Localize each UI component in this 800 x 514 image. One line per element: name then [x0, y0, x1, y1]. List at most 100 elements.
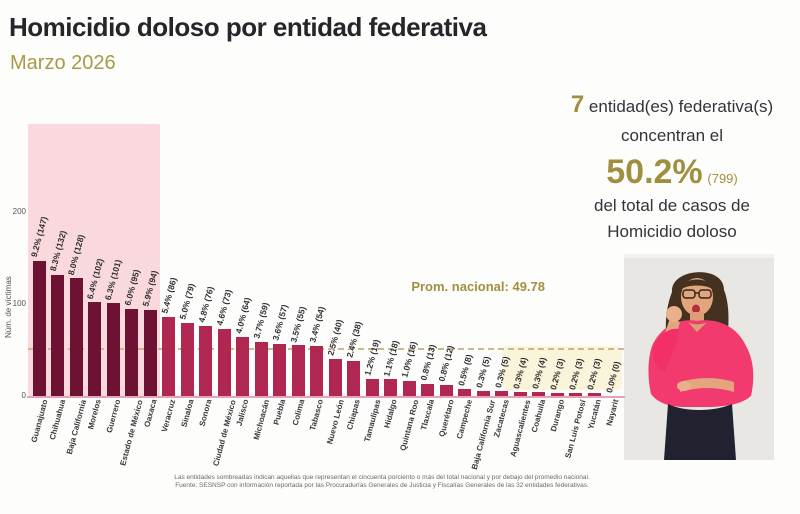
bar-value-label: 8.0% (128) [66, 233, 87, 276]
summary-line-1: 7 entidad(es) federativa(s) [546, 86, 798, 123]
bar-column: 0.3% (5) [474, 124, 493, 396]
bar-value-label: 8.3% (132) [47, 229, 68, 273]
x-label-cell: Puebla [271, 398, 290, 481]
x-label-cell: Jalisco [234, 398, 253, 481]
y-tick-label: 200 [12, 207, 26, 216]
bar [236, 337, 250, 396]
glasses-icon [682, 289, 712, 299]
bar-value-label: 3.6% (57) [270, 303, 290, 342]
bar [402, 381, 416, 396]
bar-column: 5.0% (79) [178, 124, 197, 396]
bar-column: 0.2% (3) [567, 124, 586, 396]
bar [421, 384, 435, 396]
y-tick-label: 100 [12, 299, 26, 308]
bar-value-label: 5.4% (86) [159, 276, 179, 315]
x-axis-label: Quintana Roo [398, 398, 421, 452]
bar-column: 5.4% (86) [159, 124, 179, 396]
x-label-cell: Chiapas [345, 398, 364, 481]
summary-panel: 7 entidad(es) federativa(s) concentran e… [546, 86, 798, 246]
x-axis-label: Tlaxcala [419, 398, 437, 432]
x-label-cell: Coahuila [530, 398, 549, 481]
x-label-cell: Tamaulipas [362, 399, 382, 481]
x-label-cell: Veracruz [160, 398, 179, 481]
bar [217, 328, 231, 396]
low-values-highlight-box [502, 346, 622, 390]
y-tick-label: 0 [21, 391, 26, 400]
x-axis-label: Oaxaca [142, 398, 159, 429]
x-axis-label: Morelos [86, 398, 104, 431]
bar [32, 260, 46, 396]
x-axis-label: Nayarit [604, 398, 621, 427]
bar [162, 316, 176, 396]
bar-column: 4.6% (73) [215, 124, 234, 396]
bar-column: 0.2% (3) [548, 124, 567, 396]
bar [495, 391, 509, 396]
bar [532, 392, 546, 396]
bar [384, 379, 398, 396]
summary-absolute-count: (799) [707, 170, 738, 186]
x-label-cell: Tlaxcala [419, 398, 438, 481]
bar-column: 8.0% (128) [66, 124, 87, 396]
x-label-cell: Chihuahua [48, 398, 68, 481]
x-label-cell: Aguascalientes [508, 399, 532, 481]
bar [88, 302, 102, 396]
bar-value-label: 0.0% (0) [603, 360, 622, 394]
x-label-cell: Guerrero [104, 398, 123, 481]
bar-value-label: 4.8% (76) [196, 285, 216, 324]
bar [180, 323, 194, 396]
x-axis-label: Hidalgo [382, 398, 399, 430]
x-label-cell: Guanajuato [29, 398, 50, 481]
bar [291, 345, 305, 396]
bar-column: 0.5% (8) [456, 124, 475, 396]
x-axis-label: Chihuahua [48, 398, 68, 441]
x-axis-label: Sinaloa [179, 398, 196, 429]
x-axis-label: Baja California [64, 398, 88, 456]
page-title: Homicidio doloso por entidad federativa [9, 12, 487, 42]
bar [476, 391, 490, 396]
bar-column: 6.0% (95) [122, 124, 141, 396]
summary-line-2: concentran el [620, 126, 724, 146]
national-average-line [28, 348, 624, 351]
summary-percent: 50.2% [606, 152, 703, 191]
bars-container: 9.2% (147) 8.3% (132) 8.0% (128) 6.4% (102)… [29, 124, 623, 396]
x-axis-label: Michoacán [251, 398, 271, 441]
x-label-cell: Tabasco [308, 398, 327, 481]
x-axis-label: Guanajuato [29, 398, 50, 444]
x-label-cell: Colima [289, 398, 308, 481]
x-axis-label: Nuevo León [324, 398, 346, 446]
sign-language-interpreter [624, 254, 774, 460]
x-label-cell: Querétaro [436, 398, 456, 481]
bar-value-label: 5.9% (94) [140, 269, 160, 308]
bar-column: 0.2% (3) [585, 124, 604, 396]
x-label-cell: Ciudad de México [211, 399, 237, 481]
bar [458, 388, 472, 396]
bar [106, 303, 120, 396]
bar-column: 4.8% (76) [196, 124, 216, 396]
x-axis-labels: Guanajuato Chihuahua Baja California Morelo… [29, 398, 622, 481]
x-axis-label: Campeche [455, 398, 475, 440]
bar-chart-plot: Prom. nacional: 49.78 9.2% (147) 8.3% (13… [27, 124, 625, 398]
summary-entity-text: entidad(es) federativa(s) [584, 97, 774, 116]
bar-value-label: 0.3% (5) [474, 355, 493, 390]
bar-value-label: 4.0% (64) [233, 296, 253, 335]
bar-column: 3.7% (59) [252, 124, 271, 396]
bar [513, 392, 527, 396]
bar-value-label: 0.3% (4) [529, 356, 548, 391]
bar-column: 6.4% (102) [85, 124, 105, 396]
bar-column: 0.0% (0) [604, 124, 623, 396]
x-axis-label: Puebla [272, 398, 288, 426]
bar [550, 393, 564, 396]
bar-value-label: 5.0% (79) [177, 282, 197, 321]
bar-column: 1.1% (18) [381, 124, 400, 396]
mouth [692, 304, 700, 314]
face [681, 278, 713, 316]
bar [587, 393, 601, 396]
bar-column: 8.3% (132) [47, 124, 68, 396]
bar-value-label: 0.2% (3) [566, 357, 585, 391]
x-label-cell: Estado de México [119, 399, 145, 481]
bar-column: 0.3% (4) [530, 124, 549, 396]
x-label-cell: Michoacán [252, 399, 271, 481]
bar-value-label: 2.4% (38) [344, 320, 364, 359]
x-axis-label: Querétaro [436, 398, 456, 438]
